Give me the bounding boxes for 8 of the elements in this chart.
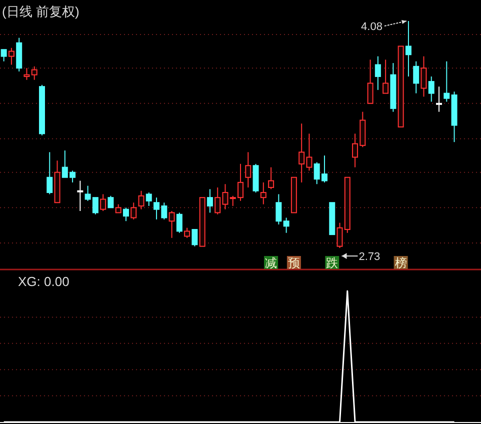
text: 预 [288,256,300,270]
annotation: 4.08 [361,21,382,33]
chart-title: XG: 0.00 [18,274,70,289]
text: 2.73 [358,251,380,263]
text: 榜 [394,256,407,270]
text: 减 [265,256,278,270]
chart-title: (日线 前复权) [2,4,80,19]
text: 跌 [326,256,338,270]
